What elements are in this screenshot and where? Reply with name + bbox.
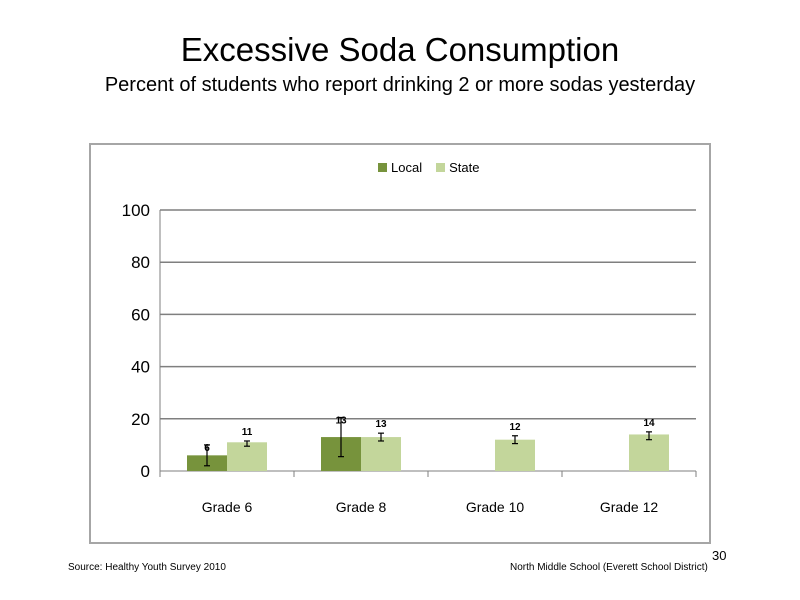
y-tick-label: 100 — [122, 201, 150, 220]
x-tick-label: Grade 6 — [202, 499, 253, 515]
source-note: Source: Healthy Youth Survey 2010 — [68, 562, 226, 573]
legend-label-local: Local — [391, 159, 423, 175]
y-tick-label: 60 — [131, 305, 150, 324]
legend-item-local: Local — [378, 160, 422, 175]
data-label-state: 12 — [509, 422, 521, 433]
data-label-state: 13 — [375, 419, 387, 430]
legend-label-state: State — [449, 159, 480, 175]
legend-swatch-local — [378, 162, 387, 172]
x-tick-label: Grade 12 — [600, 499, 659, 515]
bar-state — [227, 442, 267, 471]
data-label-state: 14 — [643, 418, 655, 429]
y-tick-label: 20 — [131, 410, 150, 429]
bar-state — [629, 434, 669, 471]
data-label-state: 11 — [242, 427, 253, 438]
legend-swatch-state — [436, 162, 446, 172]
slide-title: Excessive Soda Consumption — [180, 31, 620, 68]
y-tick-label: 80 — [131, 253, 150, 272]
y-tick-label: 40 — [131, 358, 150, 377]
chart-legend: Local State — [378, 158, 493, 176]
data-label-local: 13 — [335, 415, 347, 426]
y-tick-label: 0 — [141, 462, 150, 481]
slide-subtitle: Percent of students who report drinking … — [104, 74, 696, 96]
page-number: 30 — [712, 548, 727, 563]
school-name: North Middle School (Everett School Dist… — [510, 562, 708, 573]
bar-state — [361, 437, 401, 471]
x-tick-label: Grade 8 — [336, 499, 387, 515]
legend-item-state: State — [436, 160, 479, 175]
x-tick-label: Grade 10 — [466, 499, 525, 515]
data-label-local: 6 — [204, 443, 210, 454]
bar-state — [495, 439, 535, 471]
